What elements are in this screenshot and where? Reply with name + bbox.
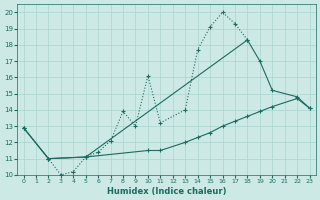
X-axis label: Humidex (Indice chaleur): Humidex (Indice chaleur) [107,187,226,196]
